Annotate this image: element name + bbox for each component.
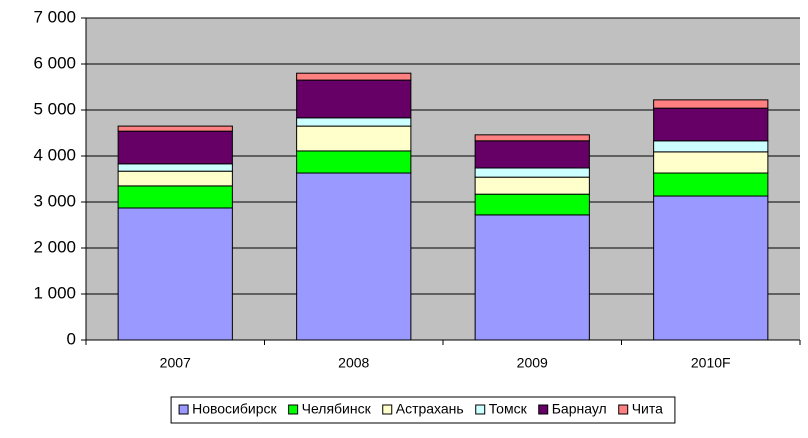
legend-swatch: [178, 404, 189, 415]
bar-segment: [474, 193, 590, 216]
y-tick-label: 5 000: [33, 99, 76, 118]
y-tick-label: 7 000: [33, 7, 76, 26]
bar-segment: [653, 99, 769, 109]
legend-swatch: [382, 404, 393, 415]
legend-label: Томск: [489, 401, 528, 417]
bar-segment: [117, 163, 233, 172]
bar-segment: [296, 172, 412, 341]
legend-label: Астрахань: [396, 401, 464, 417]
bar-segment: [653, 140, 769, 153]
bar-segment: [474, 134, 590, 142]
y-tick-label: 2 000: [33, 237, 76, 256]
y-tick-label: 4 000: [33, 145, 76, 164]
bar-segment: [117, 125, 233, 132]
bar-segment: [296, 125, 412, 152]
bar-segment: [653, 107, 769, 142]
legend-swatch: [288, 404, 299, 415]
bar-segment: [653, 195, 769, 341]
y-tick-label: 0: [67, 329, 76, 348]
legend-swatch: [618, 404, 629, 415]
legend-label: Новосибирск: [192, 401, 277, 417]
legend-label: Чита: [632, 401, 663, 417]
bar-segment: [117, 207, 233, 341]
bar-segment: [296, 79, 412, 119]
bar-segment: [117, 170, 233, 187]
legend-box: [170, 396, 676, 424]
bar-segment: [117, 130, 233, 165]
bar-segment: [474, 140, 590, 169]
legend-swatch: [475, 404, 486, 415]
bar-segment: [296, 117, 412, 127]
bar-segment: [117, 185, 233, 209]
bar-segment: [653, 172, 769, 197]
legend-label: Барнаул: [552, 401, 607, 417]
bar-segment: [653, 151, 769, 174]
bar-segment: [296, 150, 412, 174]
legend-label: Челябинск: [302, 401, 372, 417]
bar-segment: [474, 176, 590, 195]
x-tick-label: 2009: [517, 355, 548, 371]
y-tick-label: 6 000: [33, 53, 76, 72]
x-tick-label: 2008: [338, 355, 369, 371]
legend-swatch: [538, 404, 549, 415]
x-tick-label: 2007: [160, 355, 191, 371]
bar-segment: [296, 72, 412, 81]
bar-segment: [474, 167, 590, 178]
y-tick-label: 3 000: [33, 191, 76, 210]
y-tick-label: 1 000: [33, 283, 76, 302]
x-tick-label: 2010F: [691, 355, 731, 371]
bar-segment: [474, 214, 590, 341]
